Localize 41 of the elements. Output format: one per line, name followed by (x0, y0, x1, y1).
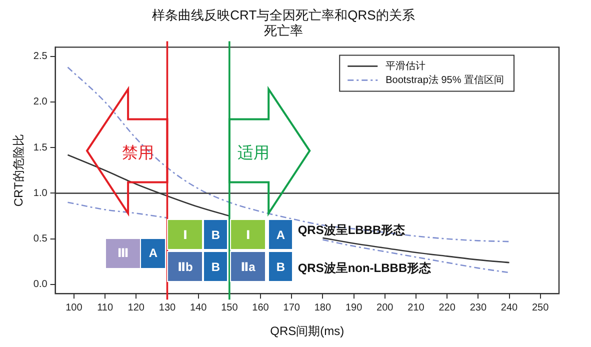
y-axis-title: CRT的危险比 (12, 134, 26, 207)
y-tick-label: 0.5 (33, 234, 48, 245)
x-tick-label: 150 (221, 302, 238, 314)
annotation: Ⅰ (167, 219, 204, 250)
x-axis-title: QRS间期(ms) (270, 324, 344, 338)
y-tick-label: 0.0 (33, 279, 48, 290)
annotation: B (202, 219, 228, 250)
y-tick-label: 2.5 (33, 51, 48, 62)
annotation: Ⅱb (167, 251, 204, 282)
y-tick-label: 2.0 (33, 96, 48, 108)
x-tick-label: 250 (532, 302, 550, 314)
x-tick-label: 210 (408, 302, 425, 314)
annotation: QRS波呈non-LBBB形态 (298, 260, 432, 277)
x-tick-label: 230 (470, 302, 487, 314)
annotation: B (268, 251, 294, 282)
y-tick-label: 1.0 (33, 188, 48, 199)
x-tick-label: 220 (438, 302, 456, 314)
annotation: 禁用 (122, 144, 154, 164)
chart-title: 样条曲线反映CRT与全因死亡率和QRS的关系死亡率 (152, 7, 415, 38)
x-tick-label: 140 (190, 302, 208, 314)
legend-label: Bootstrap法 95% 置信区间 (386, 74, 504, 86)
x-tick-label: 120 (128, 302, 145, 314)
x-tick-label: 100 (66, 302, 83, 314)
annotation: B (202, 251, 228, 282)
x-tick-label: 160 (252, 302, 270, 314)
x-tick-label: 180 (314, 302, 332, 314)
annotation: 适用 (237, 144, 270, 164)
legend-label: 平滑估计 (386, 60, 426, 72)
annotation: Ⅰ (230, 219, 266, 250)
annotation: QRS波呈LBBB形态 (298, 222, 406, 240)
annotation: Ⅲ (105, 238, 142, 269)
y-tick-label: 1.5 (33, 142, 48, 154)
x-tick-label: 170 (283, 302, 300, 314)
annotation: Ⅱa (230, 251, 266, 282)
annotation: A (140, 238, 166, 269)
x-tick-label: 240 (500, 302, 518, 314)
x-tick-label: 110 (97, 302, 114, 314)
x-tick-label: 130 (158, 302, 176, 314)
x-tick-label: 200 (376, 302, 394, 314)
annotation: A (268, 219, 294, 250)
x-tick-label: 190 (345, 302, 363, 314)
